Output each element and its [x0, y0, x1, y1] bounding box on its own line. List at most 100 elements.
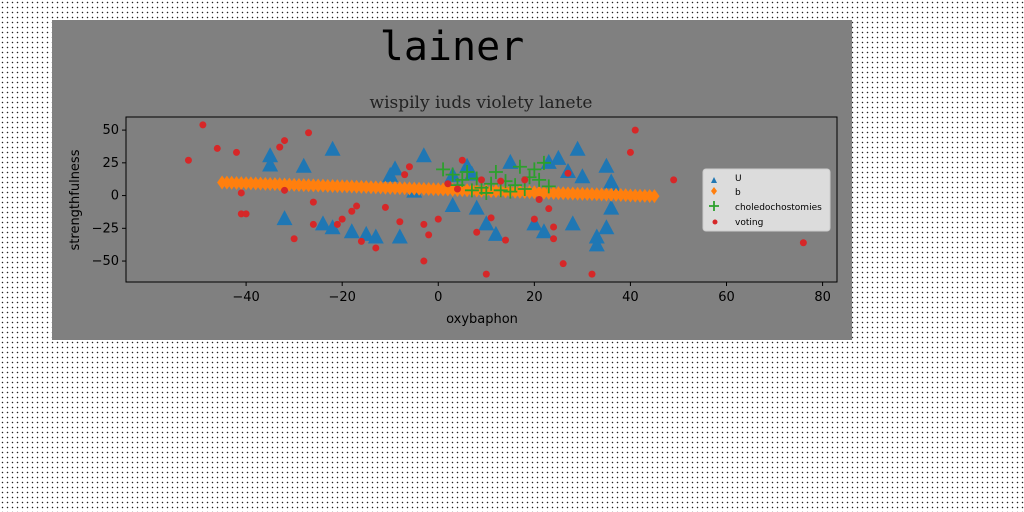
point-voting-19 [372, 244, 380, 252]
point-voting-16 [348, 207, 356, 215]
point-voting-23 [405, 163, 413, 171]
point-voting-46 [626, 148, 634, 156]
legend-label-b: b [735, 188, 741, 198]
point-choledochostomies-20 [536, 155, 551, 170]
legend-marker-voting [712, 219, 718, 225]
point-u-11 [387, 160, 404, 176]
point-choledochostomies-10 [488, 165, 503, 179]
point-choledochostomies-4 [460, 165, 475, 179]
legend-marker-u [711, 177, 717, 183]
point-voting-49 [799, 239, 807, 247]
point-voting-3 [232, 148, 240, 156]
x-tick-label: 20 [526, 290, 543, 305]
point-voting-15 [338, 215, 346, 223]
y-tick-label: 25 [102, 156, 119, 171]
point-voting-32 [478, 176, 485, 184]
y-axis-label: strengthfulness [68, 149, 83, 250]
point-u-20 [478, 215, 495, 231]
x-tick-label: 80 [814, 290, 831, 305]
point-voting-11 [305, 129, 313, 137]
point-voting-35 [497, 177, 505, 185]
point-voting-40 [545, 205, 553, 213]
point-choledochostomies-15 [512, 159, 527, 174]
x-tick-label: 40 [622, 290, 639, 305]
point-voting-39 [535, 196, 543, 203]
point-choledochostomies-18 [527, 162, 542, 177]
y-tick-label: 0 [111, 189, 119, 204]
point-voting-29 [453, 185, 461, 193]
x-tick-label: −20 [328, 290, 355, 305]
scatter-chart: lainer wispily iuds violety lanete −40 −2… [52, 20, 852, 340]
point-voting-12 [309, 220, 317, 228]
legend-label-voting: voting [735, 218, 763, 228]
point-u-23 [526, 215, 543, 231]
figure: lainer wispily iuds violety lanete −40 −2… [52, 20, 852, 340]
point-voting-44 [564, 169, 572, 177]
point-voting-7 [276, 143, 284, 151]
x-axis-label: oxybaphon [446, 312, 518, 327]
point-voting-21 [396, 218, 404, 226]
point-voting-18 [357, 237, 365, 245]
point-voting-10 [290, 235, 298, 243]
point-u-4 [324, 140, 341, 156]
point-voting-45 [588, 270, 596, 278]
point-voting-37 [521, 176, 529, 184]
point-choledochostomies-11 [493, 183, 508, 198]
point-u-1 [262, 156, 279, 172]
y-tick-label: −25 [92, 221, 119, 236]
point-u-6 [324, 219, 341, 235]
y-tick-label: −50 [92, 254, 119, 269]
point-voting-36 [502, 236, 510, 244]
point-voting-20 [381, 203, 389, 211]
point-u-28 [564, 215, 581, 231]
point-voting-5 [237, 210, 245, 218]
point-voting-26 [425, 231, 433, 239]
y-tick-label: 50 [102, 123, 119, 138]
point-u-7 [343, 223, 360, 239]
point-choledochostomies-3 [455, 172, 470, 187]
point-u-34 [598, 219, 615, 235]
legend: U b choledochostomies voting [702, 168, 831, 232]
point-voting-28 [444, 180, 452, 188]
point-voting-0 [184, 156, 192, 164]
point-choledochostomies-0 [436, 162, 451, 177]
x-tick-label: 0 [434, 290, 442, 305]
point-u-36 [603, 173, 620, 189]
point-u-21 [487, 225, 504, 241]
point-voting-31 [473, 228, 481, 236]
point-u-16 [444, 197, 461, 213]
point-u-29 [569, 140, 586, 156]
figure-suptitle: lainer [380, 24, 525, 70]
point-voting-42 [550, 223, 558, 231]
point-voting-6 [242, 210, 250, 218]
point-choledochostomies-1 [445, 167, 460, 182]
point-voting-27 [434, 215, 442, 223]
point-u-22 [502, 153, 519, 169]
point-voting-38 [530, 215, 538, 223]
x-tick-label: 60 [718, 290, 735, 305]
point-choledochostomies-21 [541, 179, 556, 194]
point-u-30 [574, 168, 591, 184]
point-u-31 [588, 228, 605, 244]
point-voting-2 [213, 144, 221, 152]
point-voting-43 [559, 260, 567, 268]
point-voting-41 [550, 235, 558, 243]
point-u-26 [550, 149, 567, 165]
point-choledochostomies-9 [484, 176, 499, 191]
legend-label-u: U [735, 174, 742, 184]
point-voting-34 [487, 214, 495, 222]
point-voting-9 [281, 186, 289, 194]
x-tick-label: −40 [232, 290, 259, 305]
point-u-9 [367, 228, 384, 244]
point-voting-8 [281, 137, 289, 145]
axes-frame [125, 116, 838, 283]
point-voting-24 [420, 220, 428, 228]
chart-title: wispily iuds violety lanete [370, 93, 593, 113]
point-voting-25 [420, 257, 428, 265]
point-u-19 [468, 199, 485, 215]
point-voting-30 [458, 156, 466, 164]
point-b-90 [649, 189, 660, 204]
point-u-33 [598, 157, 615, 173]
point-voting-47 [631, 126, 639, 134]
point-voting-17 [353, 202, 361, 210]
